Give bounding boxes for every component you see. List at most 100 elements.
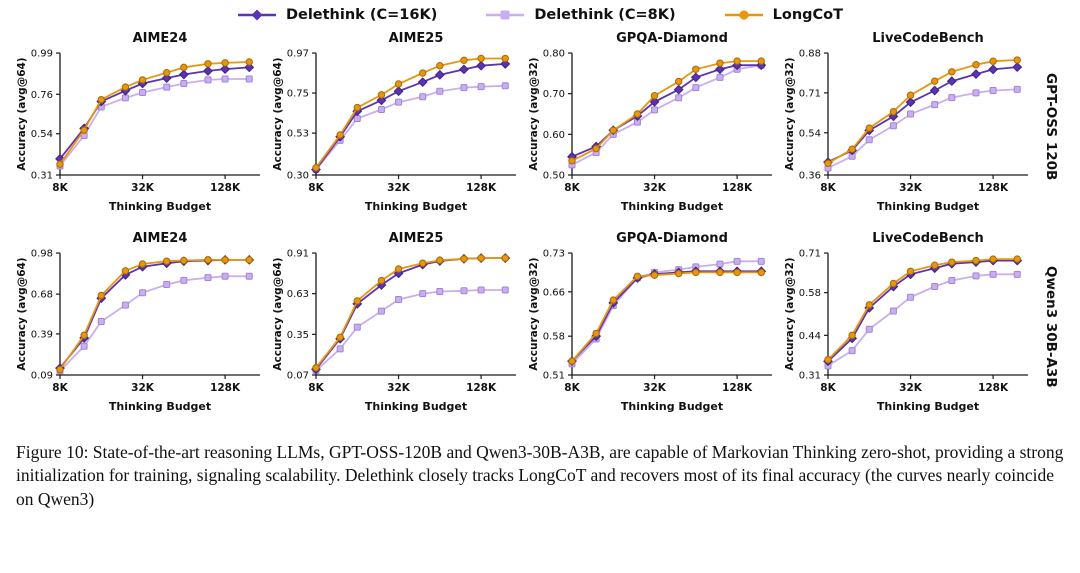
svg-text:Thinking Budget: Thinking Budget	[365, 400, 467, 413]
row-label-gpt-oss-120b: GPT-OSS 120B	[1043, 73, 1059, 181]
svg-text:0.75: 0.75	[287, 89, 309, 100]
svg-text:0.80: 0.80	[543, 49, 565, 60]
svg-text:Thinking Budget: Thinking Budget	[877, 200, 979, 213]
svg-text:32K: 32K	[387, 182, 411, 194]
svg-text:8K: 8K	[308, 382, 324, 394]
svg-text:0.71: 0.71	[799, 249, 821, 260]
svg-text:0.91: 0.91	[287, 249, 309, 260]
svg-text:0.70: 0.70	[543, 89, 565, 100]
svg-text:0.98: 0.98	[31, 249, 53, 260]
svg-text:128K: 128K	[978, 182, 1009, 194]
svg-text:Accuracy (avg@32): Accuracy (avg@32)	[784, 257, 796, 370]
svg-text:128K: 128K	[466, 182, 497, 194]
svg-text:128K: 128K	[722, 382, 753, 394]
svg-text:8K: 8K	[820, 382, 836, 394]
svg-text:Thinking Budget: Thinking Budget	[621, 400, 723, 413]
svg-text:Accuracy (avg@64): Accuracy (avg@64)	[16, 57, 28, 170]
svg-text:0.99: 0.99	[31, 49, 53, 60]
chart-aime25-row0: AIME25 0.30 0.53 0.75 0.97 8K 32K 128K Thinking …	[268, 27, 524, 227]
svg-text:0.31: 0.31	[799, 371, 821, 382]
svg-text:0.54: 0.54	[799, 128, 821, 139]
chart-aime24-row1: AIME24 0.09 0.39 0.68 0.98 8K 32K 128K Thinking …	[12, 227, 268, 427]
chart-aime25-row1: AIME25 0.07 0.35 0.63 0.91 8K 32K 128K Thinking …	[268, 227, 524, 427]
svg-text:0.60: 0.60	[543, 130, 565, 141]
svg-text:GPQA-Diamond: GPQA-Diamond	[616, 231, 728, 246]
svg-text:0.36: 0.36	[799, 171, 821, 182]
svg-text:0.31: 0.31	[31, 171, 53, 182]
svg-text:Accuracy (avg@32): Accuracy (avg@32)	[784, 57, 796, 170]
delethink-16k-marker-icon	[237, 9, 276, 21]
svg-text:Thinking Budget: Thinking Budget	[109, 200, 211, 213]
longcot-marker-icon	[724, 10, 763, 20]
svg-text:Thinking Budget: Thinking Budget	[621, 200, 723, 213]
svg-text:8K: 8K	[564, 182, 580, 194]
svg-text:128K: 128K	[466, 382, 497, 394]
svg-text:0.51: 0.51	[543, 371, 565, 382]
svg-text:AIME25: AIME25	[389, 31, 444, 46]
svg-text:0.30: 0.30	[287, 171, 309, 182]
svg-text:32K: 32K	[131, 382, 155, 394]
svg-text:0.09: 0.09	[31, 371, 53, 382]
svg-text:Thinking Budget: Thinking Budget	[877, 400, 979, 413]
svg-text:Accuracy (avg@64): Accuracy (avg@64)	[272, 57, 284, 170]
legend-item-delethink-8k: Delethink (C=8K)	[485, 7, 676, 23]
legend-label-delethink-8k: Delethink (C=8K)	[534, 7, 676, 23]
svg-text:0.54: 0.54	[31, 129, 53, 140]
svg-text:128K: 128K	[210, 382, 241, 394]
svg-text:Accuracy (avg@32): Accuracy (avg@32)	[528, 57, 540, 170]
figure-caption: Figure 10: State-of-the-art reasoning LL…	[16, 442, 1064, 509]
chart-livecodebench-row0: LiveCodeBench 0.36 0.54 0.71 0.88 8K 32K 128K Th…	[780, 27, 1036, 227]
svg-text:0.71: 0.71	[799, 88, 821, 99]
svg-text:0.50: 0.50	[543, 171, 565, 182]
charts-grid: AIME24 0.31 0.54 0.76 0.99 8K 32K 128K Thinking …	[12, 27, 1080, 427]
svg-text:32K: 32K	[643, 382, 667, 394]
svg-text:32K: 32K	[387, 382, 411, 394]
svg-text:GPQA-Diamond: GPQA-Diamond	[616, 31, 728, 46]
svg-text:0.88: 0.88	[799, 49, 821, 60]
svg-text:0.76: 0.76	[31, 90, 53, 101]
chart-livecodebench-row1: LiveCodeBench 0.31 0.44 0.58 0.71 8K 32K 128K Th…	[780, 227, 1036, 427]
svg-text:32K: 32K	[899, 182, 923, 194]
svg-text:0.44: 0.44	[799, 331, 821, 342]
svg-text:32K: 32K	[643, 182, 667, 194]
svg-text:128K: 128K	[210, 182, 241, 194]
legend-label-delethink-16k: Delethink (C=16K)	[285, 7, 438, 23]
chart-aime24-row0: AIME24 0.31 0.54 0.76 0.99 8K 32K 128K Thinking …	[12, 27, 268, 227]
svg-text:0.68: 0.68	[31, 290, 53, 301]
svg-text:AIME24: AIME24	[133, 31, 188, 46]
svg-text:0.58: 0.58	[799, 288, 821, 299]
svg-text:8K: 8K	[820, 182, 836, 194]
svg-text:0.58: 0.58	[543, 332, 565, 343]
svg-text:0.97: 0.97	[287, 49, 309, 60]
svg-text:Accuracy (avg@64): Accuracy (avg@64)	[272, 257, 284, 370]
svg-text:8K: 8K	[564, 382, 580, 394]
legend-label-longcot: LongCoT	[772, 7, 844, 23]
svg-text:128K: 128K	[978, 382, 1009, 394]
svg-text:Thinking Budget: Thinking Budget	[109, 400, 211, 413]
legend: Delethink (C=16K) Delethink (C=8K) LongC…	[0, 0, 1080, 23]
svg-text:Accuracy (avg@32): Accuracy (avg@32)	[528, 257, 540, 370]
svg-text:0.35: 0.35	[287, 330, 309, 341]
legend-item-longcot: LongCoT	[724, 7, 843, 23]
svg-text:32K: 32K	[131, 182, 155, 194]
svg-text:8K: 8K	[52, 182, 68, 194]
svg-text:0.63: 0.63	[287, 289, 309, 300]
svg-text:32K: 32K	[899, 382, 923, 394]
svg-text:AIME25: AIME25	[389, 231, 444, 246]
svg-text:0.53: 0.53	[287, 129, 309, 140]
svg-text:LiveCodeBench: LiveCodeBench	[872, 31, 984, 46]
chart-gpqa-diamond-row0: GPQA-Diamond 0.50 0.60 0.70 0.80 8K 32K 128K Thi…	[524, 27, 780, 227]
svg-text:0.39: 0.39	[31, 329, 53, 340]
svg-text:Accuracy (avg@64): Accuracy (avg@64)	[16, 257, 28, 370]
delethink-8k-marker-icon	[486, 10, 525, 20]
svg-text:128K: 128K	[722, 182, 753, 194]
svg-text:8K: 8K	[52, 382, 68, 394]
svg-text:LiveCodeBench: LiveCodeBench	[872, 231, 984, 246]
chart-gpqa-diamond-row1: GPQA-Diamond 0.51 0.58 0.66 0.73 8K 32K 128K Thi…	[524, 227, 780, 427]
svg-text:0.07: 0.07	[287, 371, 309, 382]
svg-text:0.73: 0.73	[543, 249, 565, 260]
svg-text:0.66: 0.66	[543, 287, 565, 298]
svg-text:Thinking Budget: Thinking Budget	[365, 200, 467, 213]
svg-text:AIME24: AIME24	[133, 231, 188, 246]
svg-text:8K: 8K	[308, 182, 324, 194]
